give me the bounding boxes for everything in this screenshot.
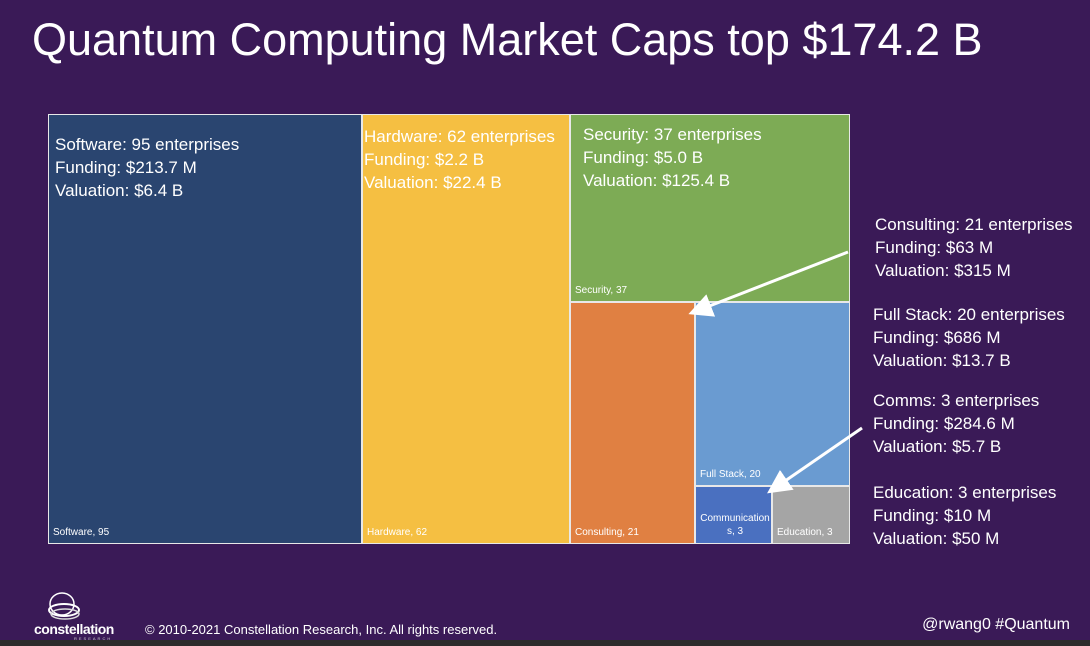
info-fullstack: Full Stack: 20 enterprises Funding: $686 … [873, 303, 1065, 372]
logo-text: constellation [34, 621, 114, 637]
bottom-strip [0, 640, 1090, 646]
cell-label: Communications, 3 [700, 513, 770, 537]
info-comms: Comms: 3 enterprises Funding: $284.6 M Val… [873, 389, 1039, 458]
info-line: Funding: $2.2 B [364, 150, 485, 169]
info-line: Funding: $284.6 M [873, 414, 1015, 433]
info-line: Funding: $5.0 B [583, 148, 704, 167]
info-line: Funding: $686 M [873, 328, 1001, 347]
logo-subtext: RESEARCH [74, 636, 113, 641]
treemap-cell-software: Software, 95 [48, 114, 362, 544]
info-software: Software: 95 enterprises Funding: $213.7 … [55, 133, 239, 202]
treemap-cell-comms: Communications, 3 [695, 486, 772, 544]
info-line: Valuation: $13.7 B [873, 351, 1011, 370]
treemap-cell-consulting: Consulting, 21 [570, 302, 695, 544]
cell-label: Full Stack, 20 [700, 469, 761, 480]
info-line: Comms: 3 enterprises [873, 391, 1040, 410]
info-line: Valuation: $50 M [873, 529, 1000, 548]
cell-label: Education, 3 [777, 527, 833, 538]
info-line: Valuation: $6.4 B [55, 181, 184, 200]
info-line: Funding: $213.7 M [55, 158, 197, 177]
info-consulting: Consulting: 21 enterprises Funding: $63 M… [875, 213, 1073, 282]
info-education: Education: 3 enterprises Funding: $10 M Va… [873, 481, 1056, 550]
info-line: Valuation: $315 M [875, 261, 1011, 280]
cell-label: Software, 95 [53, 527, 110, 538]
arrow-consulting [688, 250, 849, 317]
info-line: Hardware: 62 enterprises [364, 127, 555, 146]
info-line: Security: 37 enterprises [583, 125, 762, 144]
cell-label: Security, 37 [575, 285, 628, 296]
info-line: Funding: $10 M [873, 506, 992, 525]
treemap: Software, 95 Hardware, 62 Security, 37 Cons… [48, 114, 850, 544]
copyright: © 2010-2021 Constellation Research, Inc.… [145, 622, 498, 637]
cell-label: Consulting, 21 [575, 527, 639, 538]
treemap-cell-hardware: Hardware, 62 [362, 114, 570, 544]
info-line: Full Stack: 20 enterprises [873, 305, 1065, 324]
treemap-cell-education: Education, 3 [772, 486, 850, 544]
info-line: Education: 3 enterprises [873, 483, 1057, 502]
cell-label: Hardware, 62 [367, 527, 428, 538]
twitter-handle: @rwang0 #Quantum [922, 616, 1070, 633]
info-line: Valuation: $125.4 B [583, 171, 731, 190]
arrow-comms [767, 426, 863, 494]
info-line: Consulting: 21 enterprises [875, 215, 1073, 234]
info-line: Valuation: $22.4 B [364, 173, 502, 192]
info-line: Software: 95 enterprises [55, 135, 240, 154]
info-line: Valuation: $5.7 B [873, 437, 1002, 456]
info-hardware: Hardware: 62 enterprises Funding: $2.2 B V… [364, 125, 555, 194]
info-security: Security: 37 enterprises Funding: $5.0 B V… [583, 123, 762, 192]
slide-title: Quantum Computing Market Caps top $174.2… [32, 14, 983, 65]
constellation-logo [48, 592, 80, 620]
info-line: Funding: $63 M [875, 238, 994, 257]
